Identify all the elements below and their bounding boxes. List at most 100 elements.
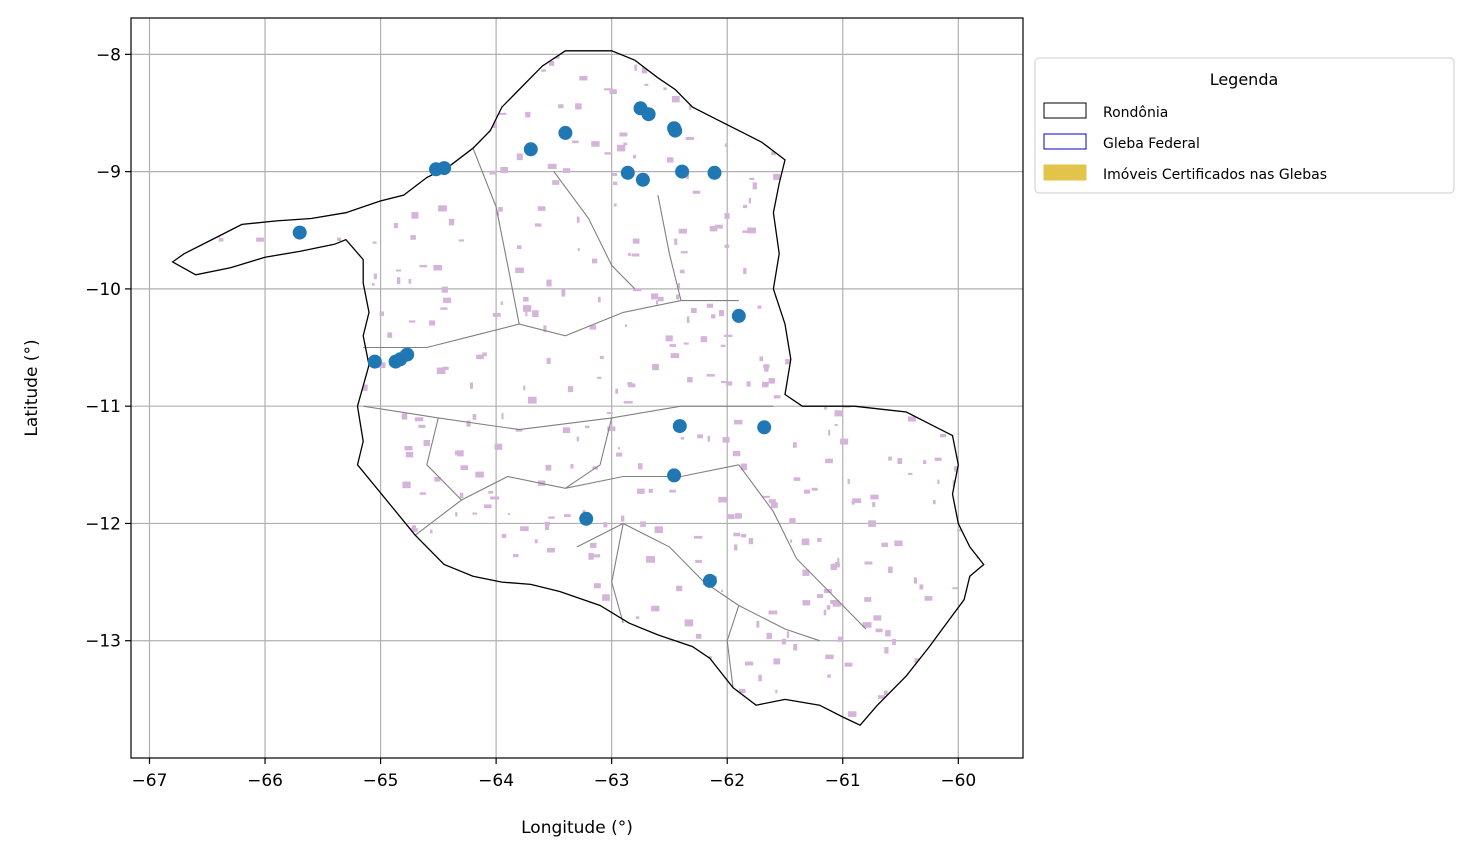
parcel-patch	[609, 89, 617, 95]
parcel-patch	[590, 542, 597, 548]
parcel-patch	[543, 325, 547, 332]
parcel-patch	[582, 510, 586, 514]
parcel-patch	[525, 311, 528, 317]
parcel-patch	[745, 661, 754, 666]
parcel-patch	[492, 313, 501, 317]
parcel-patch	[592, 554, 601, 558]
parcel-patch	[680, 437, 685, 440]
parcel-patch	[652, 364, 659, 371]
parcel-patch	[834, 424, 838, 427]
parcel-patch	[379, 311, 384, 317]
parcel-patch	[793, 644, 798, 651]
point-marker	[757, 420, 772, 435]
parcel-patch	[683, 342, 689, 345]
parcel-patch	[612, 173, 617, 177]
division-line	[657, 194, 682, 301]
parcel-patch	[695, 633, 702, 639]
parcel-patch	[638, 463, 643, 470]
parcel-patch	[570, 464, 574, 469]
parcel-patch	[372, 241, 377, 244]
x-tick-label: −60	[940, 771, 976, 791]
parcel-patch	[472, 414, 477, 420]
parcel-patch	[501, 533, 507, 538]
y-tick-label: −13	[85, 632, 121, 652]
parcel-patch	[670, 353, 680, 358]
parcel-patch	[589, 325, 597, 330]
parcel-patch	[725, 381, 733, 386]
parcel-patch	[500, 301, 504, 305]
parcel-patch	[523, 296, 529, 302]
parcel-patch	[742, 230, 749, 233]
parcel-patch	[756, 620, 760, 628]
parcel-patch	[685, 137, 694, 140]
parcel-patch	[655, 300, 659, 305]
parcel-patch	[616, 452, 623, 457]
parcel-patch	[591, 141, 600, 147]
parcel-patch	[888, 456, 892, 461]
parcel-patch	[402, 481, 411, 489]
parcel-patch	[697, 434, 703, 439]
point-marker	[635, 172, 650, 187]
parcel-patch	[721, 381, 727, 384]
parcel-patch	[443, 297, 452, 303]
parcel-patch	[711, 314, 716, 319]
parcel-patch	[746, 381, 751, 387]
parcel-patch	[686, 316, 690, 323]
parcel-patch	[571, 140, 579, 144]
parcel-patch	[864, 561, 873, 565]
parcel-patch	[419, 264, 427, 268]
parcel-patch	[768, 499, 776, 504]
parcel-patch	[663, 87, 667, 91]
parcel-patch	[747, 227, 756, 234]
parcel-patch	[545, 464, 552, 471]
parcel-patch	[743, 204, 748, 209]
parcel-patch	[634, 64, 637, 71]
parcel-patch	[603, 88, 613, 91]
parcel-patch	[679, 269, 685, 274]
parcel-patch	[588, 552, 594, 560]
parcel-patch	[881, 542, 889, 547]
parcel-patch	[786, 631, 790, 638]
parcel-patch	[740, 463, 747, 471]
parcel-patch	[789, 518, 796, 524]
parcel-patch	[657, 296, 664, 302]
parcel-patch	[743, 267, 747, 275]
parcel-patch	[561, 289, 566, 297]
parcel-patch	[922, 460, 927, 464]
parcel-patch	[823, 609, 827, 616]
parcel-patch	[577, 248, 580, 251]
parcel-patch	[433, 265, 442, 271]
parcel-patch	[544, 521, 550, 526]
parcel-patch	[644, 83, 649, 86]
parcel-patch	[952, 587, 959, 590]
axis-ticks: −67 −66 −65 −64 −63 −62 −61 −60 −8 −9 −10 −11 −12 −13	[85, 45, 976, 791]
parcel-patch	[613, 203, 617, 207]
parcel-patch	[430, 529, 433, 534]
parcel-patch	[552, 180, 560, 185]
parcel-patch	[490, 496, 500, 500]
parcel-patch	[674, 238, 678, 245]
parcel-patch	[763, 364, 770, 369]
parcel-patch	[371, 283, 375, 286]
parcel-patch	[436, 367, 446, 374]
point-marker	[400, 347, 415, 362]
point-marker	[675, 164, 690, 179]
parcel-patch	[738, 688, 746, 694]
parcel-patch	[804, 489, 810, 494]
parcel-patch	[476, 354, 484, 360]
parcel-patch	[337, 237, 342, 241]
parcel-patch	[847, 479, 850, 485]
parcel-patch	[564, 514, 571, 517]
parcel-patch	[483, 504, 492, 509]
parcel-patch	[790, 539, 793, 543]
parcel-patch	[802, 600, 811, 606]
point-marker	[437, 161, 452, 176]
parcel-patch	[410, 235, 416, 240]
parcel-patch	[442, 366, 449, 370]
parcel-patch	[669, 344, 677, 347]
parcel-patch	[548, 516, 555, 519]
parcel-patch	[455, 512, 458, 517]
parcel-patch	[562, 427, 571, 433]
division-line	[363, 405, 774, 431]
parcel-patch	[635, 616, 640, 619]
